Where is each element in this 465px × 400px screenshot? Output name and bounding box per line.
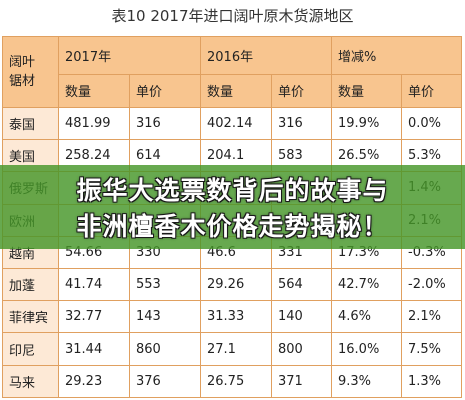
table-cell: 481.99 <box>58 106 130 141</box>
year-header-2016: 2016年 <box>200 36 332 75</box>
table-cell: 31.33 <box>200 300 272 334</box>
table-cell: 402.14 <box>200 106 272 141</box>
headline-banner: 振华大选票数背后的故事与 非洲檀香木价格走势揭秘！ <box>0 165 465 249</box>
table-cell: 140 <box>271 300 332 334</box>
subcol-header: 单价 <box>129 73 201 108</box>
year-header-2017: 2017年 <box>58 36 201 75</box>
table-cell: 316 <box>271 106 332 141</box>
change-header: 增减% <box>330 36 463 75</box>
table-row: 菲律宾 32.77 143 31.33 140 4.6% 2.1% <box>2 300 463 334</box>
table-cell: 32.77 <box>58 300 130 334</box>
table-cell: 4.6% <box>331 300 402 334</box>
table-cell: 26.75 <box>200 364 272 399</box>
subcol-header: 单价 <box>271 73 332 108</box>
table-cell: 27.1 <box>200 332 272 366</box>
table-cell: 16.0% <box>331 332 402 366</box>
row-label: 菲律宾 <box>2 300 59 334</box>
table-row: 马来 29.23 376 26.75 371 9.3% 1.3% <box>2 364 463 399</box>
table-cell: 42.7% <box>331 267 402 302</box>
headline-line-1: 振华大选票数背后的故事与 <box>76 176 389 205</box>
table-cell: 31.44 <box>58 332 130 366</box>
corner-header: 阔叶 锯材 <box>2 36 59 108</box>
table-cell: 7.5% <box>400 332 463 366</box>
table-cell: 316 <box>129 106 201 141</box>
table-cell: 143 <box>129 300 201 334</box>
table-row: 泰国 481.99 316 402.14 316 19.9% 0.0% <box>2 106 463 141</box>
table-cell: -2.0% <box>400 267 463 302</box>
table-cell: 41.74 <box>58 267 130 302</box>
table-cell: 2.1% <box>400 300 463 334</box>
table-cell: 800 <box>271 332 332 366</box>
table-cell: 1.3% <box>400 364 463 399</box>
table-cell: 371 <box>271 364 332 399</box>
row-label: 马来 <box>2 364 59 399</box>
table-cell: 9.3% <box>331 364 402 399</box>
subcol-header: 数量 <box>58 73 130 108</box>
table-row: 加蓬 41.74 553 29.26 564 42.7% -2.0% <box>2 267 463 302</box>
row-label: 印尼 <box>2 332 59 366</box>
table-title: 表10 2017年进口阔叶原木货源地区 <box>111 7 354 25</box>
table-cell: 19.9% <box>331 106 402 141</box>
table-cell: 860 <box>129 332 201 366</box>
table-cell: 564 <box>271 267 332 302</box>
table-row: 印尼 31.44 860 27.1 800 16.0% 7.5% <box>2 332 463 366</box>
subcol-header: 数量 <box>200 73 272 108</box>
table-cell: 553 <box>129 267 201 302</box>
table-cell: 29.23 <box>58 364 130 399</box>
table-cell: 376 <box>129 364 201 399</box>
subcol-header: 数量 <box>331 73 402 108</box>
table-cell: 29.26 <box>200 267 272 302</box>
row-label: 泰国 <box>2 106 59 141</box>
subcol-header: 单价 <box>400 73 463 108</box>
headline-line-2: 非洲檀香木价格走势揭秘！ <box>76 212 389 241</box>
table-cell: 0.0% <box>400 106 463 141</box>
row-label: 加蓬 <box>2 267 59 302</box>
